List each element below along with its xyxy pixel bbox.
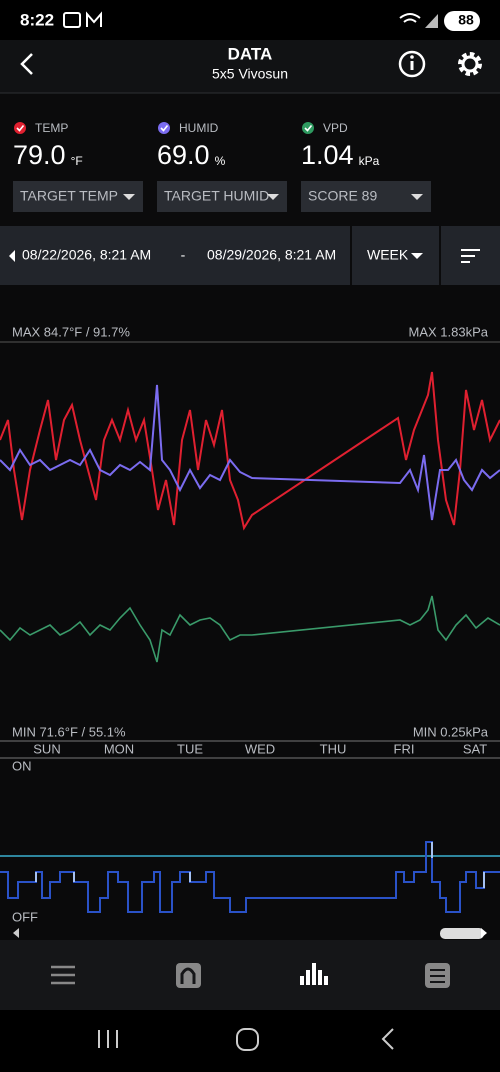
dropdown-arrow [123,194,135,200]
info-circle [398,50,426,78]
reading-value: 79.0 [13,140,66,170]
header [0,40,500,93]
nav-automation-glyph [180,967,196,984]
reading-unit: % [215,154,226,168]
reading-value: 69.0 [157,140,210,170]
day-label: MON [104,741,134,756]
subtitle: 5x5 Vivosun [212,66,288,82]
min-right: MIN 0.25kPa [413,724,489,739]
period-dropdown[interactable]: WEEK [367,247,409,263]
settings-button[interactable] [458,52,482,76]
dropdown[interactable] [157,181,287,212]
min-left: MIN 71.6°F / 55.1% [12,724,126,739]
reading-unit: °F [71,154,83,168]
day-label: SAT [463,741,487,756]
scroll-right[interactable] [481,928,487,938]
scroll-thumb[interactable] [440,928,484,939]
max-right: MAX 1.83kPa [409,324,489,339]
date-start[interactable]: 08/22/2026, 8:21 AM [22,247,151,263]
system-nav [0,1010,500,1072]
info-bar [410,61,414,70]
battery-level: 88 [458,12,474,28]
prev-arrow[interactable] [9,250,15,262]
mail-icon [86,11,102,27]
reading-check [160,125,169,132]
gear-ring [461,55,479,73]
reading-label: HUMID [179,121,219,135]
temp-line [0,371,500,531]
dropdown-label: TARGET TEMP [20,188,118,204]
bottom-nav [0,940,500,1010]
reading-check [16,125,25,132]
dropdown-arrow [411,194,423,200]
device-line [0,841,500,913]
dropdown-label: TARGET HUMID [164,188,269,204]
nav-data[interactable] [300,963,328,985]
reading-unit: kPa [359,154,380,168]
device-spikes [35,842,485,888]
reading-value: 1.04 [301,140,354,170]
vpd-line [0,595,500,663]
day-label: TUE [177,741,203,756]
back-button[interactable] [20,53,33,75]
info-button[interactable] [398,50,426,78]
on-label: ON [12,758,32,773]
max-left: MAX 84.7°F / 91.7% [12,324,130,339]
reading-icon [14,122,26,134]
day-label: WED [245,741,275,756]
dropdown-label: SCORE 89 [308,188,377,204]
chart-area [0,285,500,940]
nav-automation[interactable] [176,963,201,988]
reading-label: VPD [323,121,348,135]
battery [444,11,480,31]
dropdown[interactable] [301,181,431,212]
reading-check [304,125,313,132]
day-label: SUN [33,741,60,756]
reading-label: TEMP [35,121,68,135]
date-end[interactable]: 08/29/2026, 8:21 AM [207,247,336,263]
scroll-left[interactable] [13,928,19,938]
off-label: OFF [12,909,38,924]
status-bar [0,0,500,40]
back-system-button[interactable] [381,1028,394,1050]
humid-line [0,384,500,521]
title: DATA [228,44,273,63]
reading-icon [158,122,170,134]
info-dot [410,55,414,59]
nav-controls[interactable] [51,965,75,985]
home-button[interactable] [236,1028,259,1051]
sort-button[interactable] [461,249,480,263]
reading-icon [302,122,314,134]
dropdown[interactable] [13,181,143,212]
gear-teeth [458,52,482,76]
day-label: THU [320,741,347,756]
signal-icon [425,14,438,28]
nav-logs-glyph [430,969,445,983]
day-label: FRI [394,741,415,756]
wifi-icon [399,13,421,23]
time: 8:22 [20,10,54,29]
dropdown-arrow [411,253,423,259]
status-icon [63,12,81,28]
dropdown-arrow [267,194,279,200]
recents-button[interactable] [98,1030,118,1048]
date-separator: - [181,247,186,263]
